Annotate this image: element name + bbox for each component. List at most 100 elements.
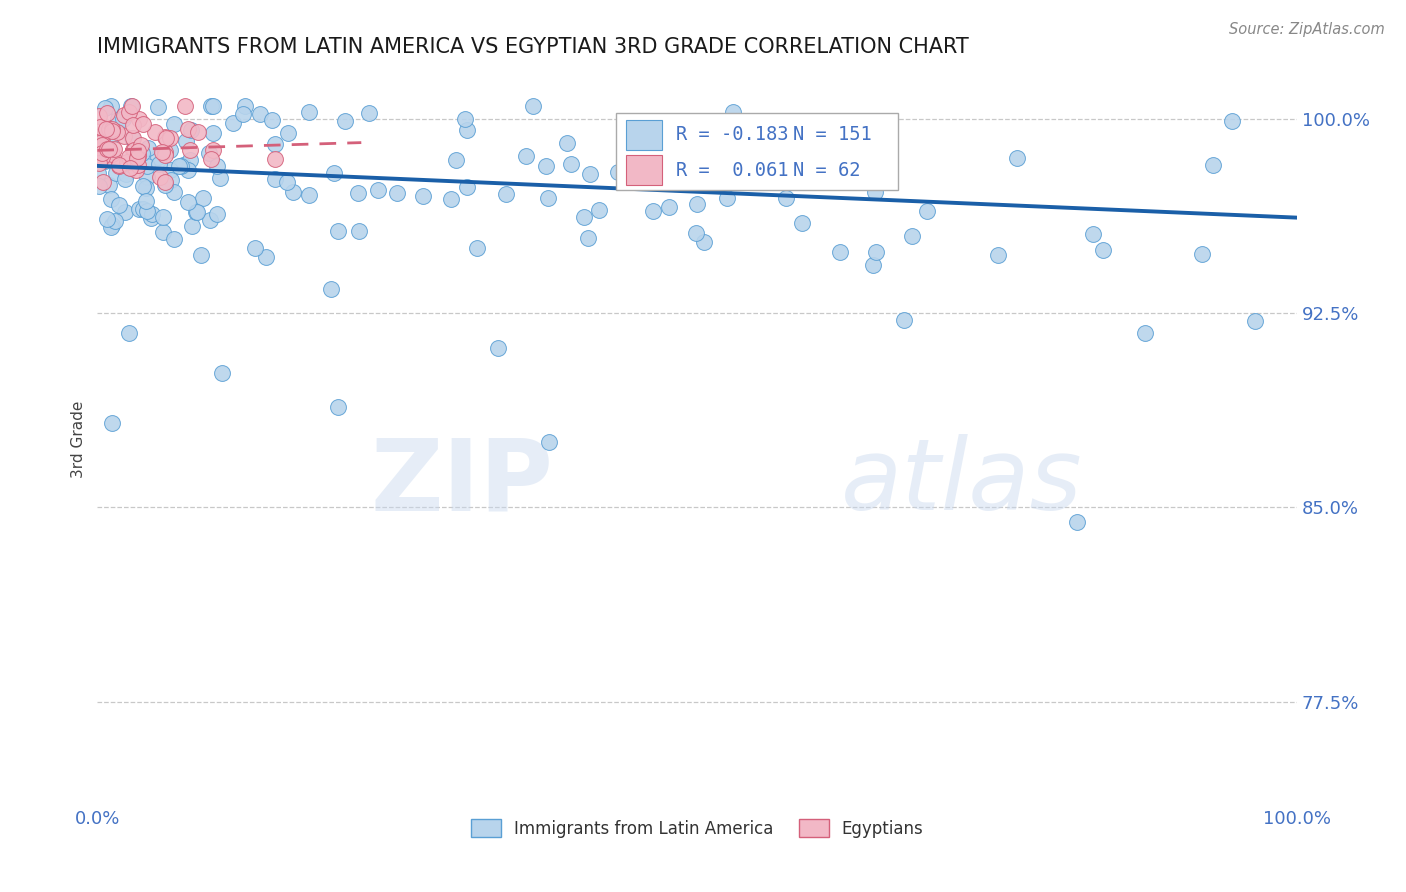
Point [198,145,221,160]
Point [572,210,595,224]
Point [180,219,202,234]
Point [117,326,139,341]
Point [136,169,159,184]
Point [103,142,125,156]
Point [323,166,346,180]
Point [465,241,488,255]
Point [263,172,285,186]
Point [153,175,176,189]
Point [176,122,198,136]
Point [987,247,1010,261]
Point [205,159,228,173]
Point [1244,314,1267,328]
Point [495,187,517,202]
Point [101,146,124,161]
Point [127,149,149,163]
Point [440,192,463,206]
FancyBboxPatch shape [627,120,662,150]
Point [112,108,135,122]
Point [1220,114,1243,128]
Point [89,155,111,169]
Point [167,159,190,173]
Point [456,123,478,137]
Point [173,99,195,113]
Point [865,185,887,199]
Point [263,152,285,166]
Point [828,244,851,259]
Point [179,143,201,157]
Point [177,195,200,210]
Point [456,180,478,194]
Point [260,113,283,128]
Point [98,142,121,156]
Point [537,435,560,450]
Point [121,143,143,157]
Point [264,136,287,151]
Point [205,207,228,221]
Point [159,163,181,178]
Point [143,125,166,139]
Point [105,125,128,139]
Point [118,150,141,164]
Point [326,401,349,415]
Point [692,235,714,249]
Point [756,169,779,183]
Point [98,122,121,136]
Point [588,202,610,217]
Point [190,248,212,262]
Point [198,212,221,227]
Point [120,99,142,113]
Point [200,152,222,166]
Point [176,162,198,177]
Point [163,185,186,199]
Point [125,151,148,165]
Point [685,226,707,240]
Point [103,127,125,141]
Point [298,105,321,120]
Text: atlas: atlas [841,434,1083,532]
Point [576,230,599,244]
Point [685,155,707,169]
Point [277,126,299,140]
Point [136,141,159,155]
Point [152,210,174,224]
Point [93,154,115,169]
Point [135,181,157,195]
Text: N = 151: N = 151 [793,126,872,145]
Point [202,127,225,141]
Point [211,366,233,380]
Point [186,205,208,219]
Point [94,101,117,115]
Point [91,175,114,189]
Point [636,161,658,176]
Point [1201,158,1223,172]
Point [1135,326,1157,340]
Point [678,168,700,182]
Point [150,145,173,160]
Point [249,107,271,121]
Point [149,169,172,184]
Point [108,158,131,172]
Point [176,134,198,148]
Point [792,216,814,230]
Point [87,166,110,180]
Point [321,282,343,296]
Point [486,342,509,356]
Point [159,144,181,158]
Point [359,105,381,120]
Point [232,107,254,121]
Point [515,149,537,163]
Point [534,159,557,173]
Point [121,99,143,113]
Point [124,143,146,157]
FancyBboxPatch shape [616,113,897,190]
Point [298,188,321,202]
Text: R =  0.061: R = 0.061 [676,161,789,179]
Point [89,141,111,155]
Point [560,157,582,171]
Point [202,99,225,113]
Point [128,112,150,127]
Point [101,219,124,233]
Point [90,131,112,145]
Point [93,153,115,167]
